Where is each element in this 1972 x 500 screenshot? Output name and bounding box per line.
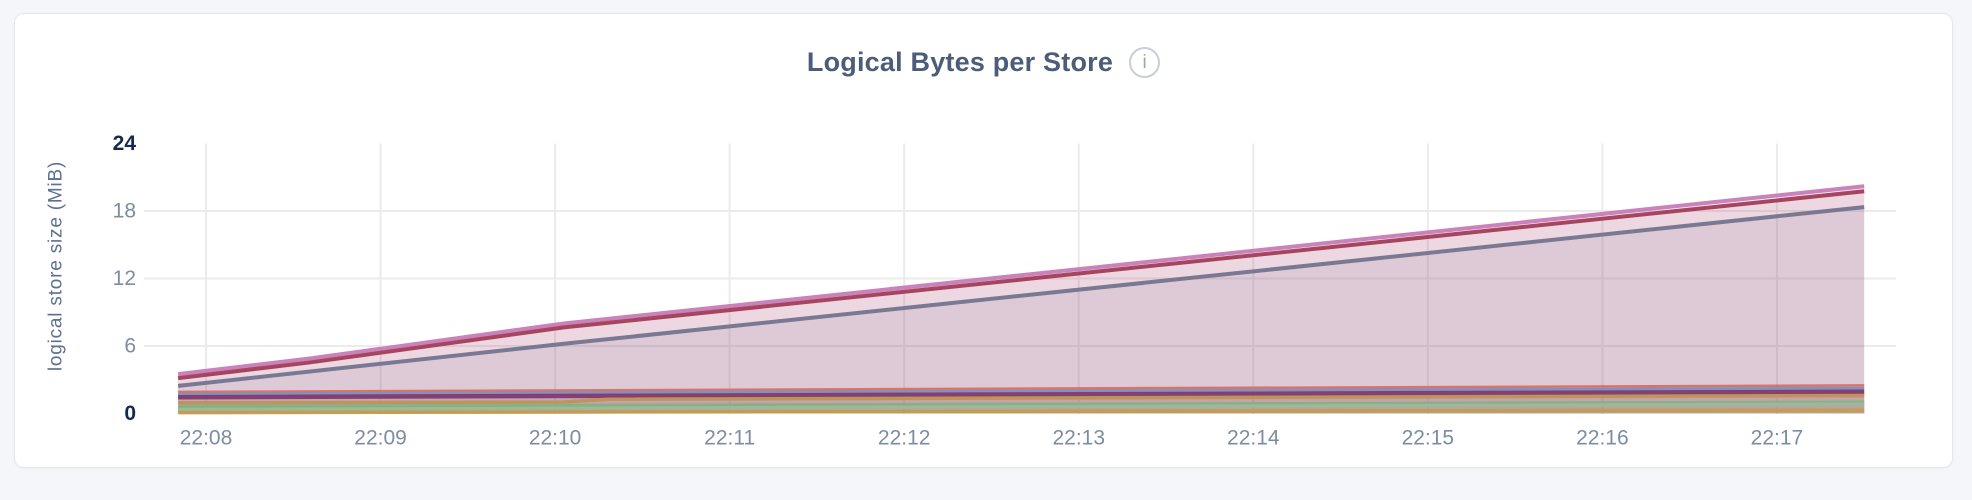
x-tick-label: 22:16: [1576, 427, 1629, 450]
y-tick-label: 0: [124, 402, 136, 425]
series-green-line: [178, 400, 1865, 409]
x-tick-label: 22:13: [1052, 427, 1105, 450]
info-icon[interactable]: i: [1129, 47, 1161, 78]
series-slate-area: [178, 207, 1865, 414]
x-tick-label: 22:14: [1227, 427, 1280, 450]
series-maroon-line: [178, 389, 1865, 400]
x-tick-label: 22:08: [180, 427, 233, 450]
x-tick-label: 22:09: [354, 427, 407, 450]
series-salmon-line: [178, 384, 1865, 394]
series-slate-line: [177, 205, 1865, 388]
series-orchid-line: [177, 184, 1865, 377]
x-tick-label: 22:10: [529, 427, 582, 450]
x-tick-label: 22:11: [704, 427, 755, 450]
y-axis-title: logical store size (MiB): [46, 161, 67, 371]
series-blue-line: [178, 386, 1865, 397]
x-tick-label: 22:17: [1751, 427, 1804, 450]
x-tick-label: 22:12: [878, 427, 931, 450]
y-tick-label: 12: [113, 267, 136, 290]
info-icon-glyph: i: [1142, 51, 1147, 73]
series-orchid-area: [178, 186, 1865, 414]
y-tick-label: 18: [113, 200, 136, 223]
series-tan-line: [178, 393, 1865, 405]
series-sage-line: [178, 402, 1865, 411]
series-crimson-line: [177, 189, 1865, 381]
series-crimson-area: [178, 191, 1865, 414]
y-tick-label: 24: [113, 132, 137, 155]
x-tick-label: 22:15: [1402, 427, 1455, 450]
y-tick-label: 6: [124, 335, 136, 358]
chart-card: 0 6 12 18 24 22:08 22:09 22:10 22:11 22:12 22:13 22…: [14, 13, 1953, 468]
series-gold-line: [178, 408, 1865, 415]
logical-bytes-per-store-chart[interactable]: 0 6 12 18 24 22:08 22:09 22:10 22:11 22:12 22:13 22…: [15, 14, 1952, 467]
